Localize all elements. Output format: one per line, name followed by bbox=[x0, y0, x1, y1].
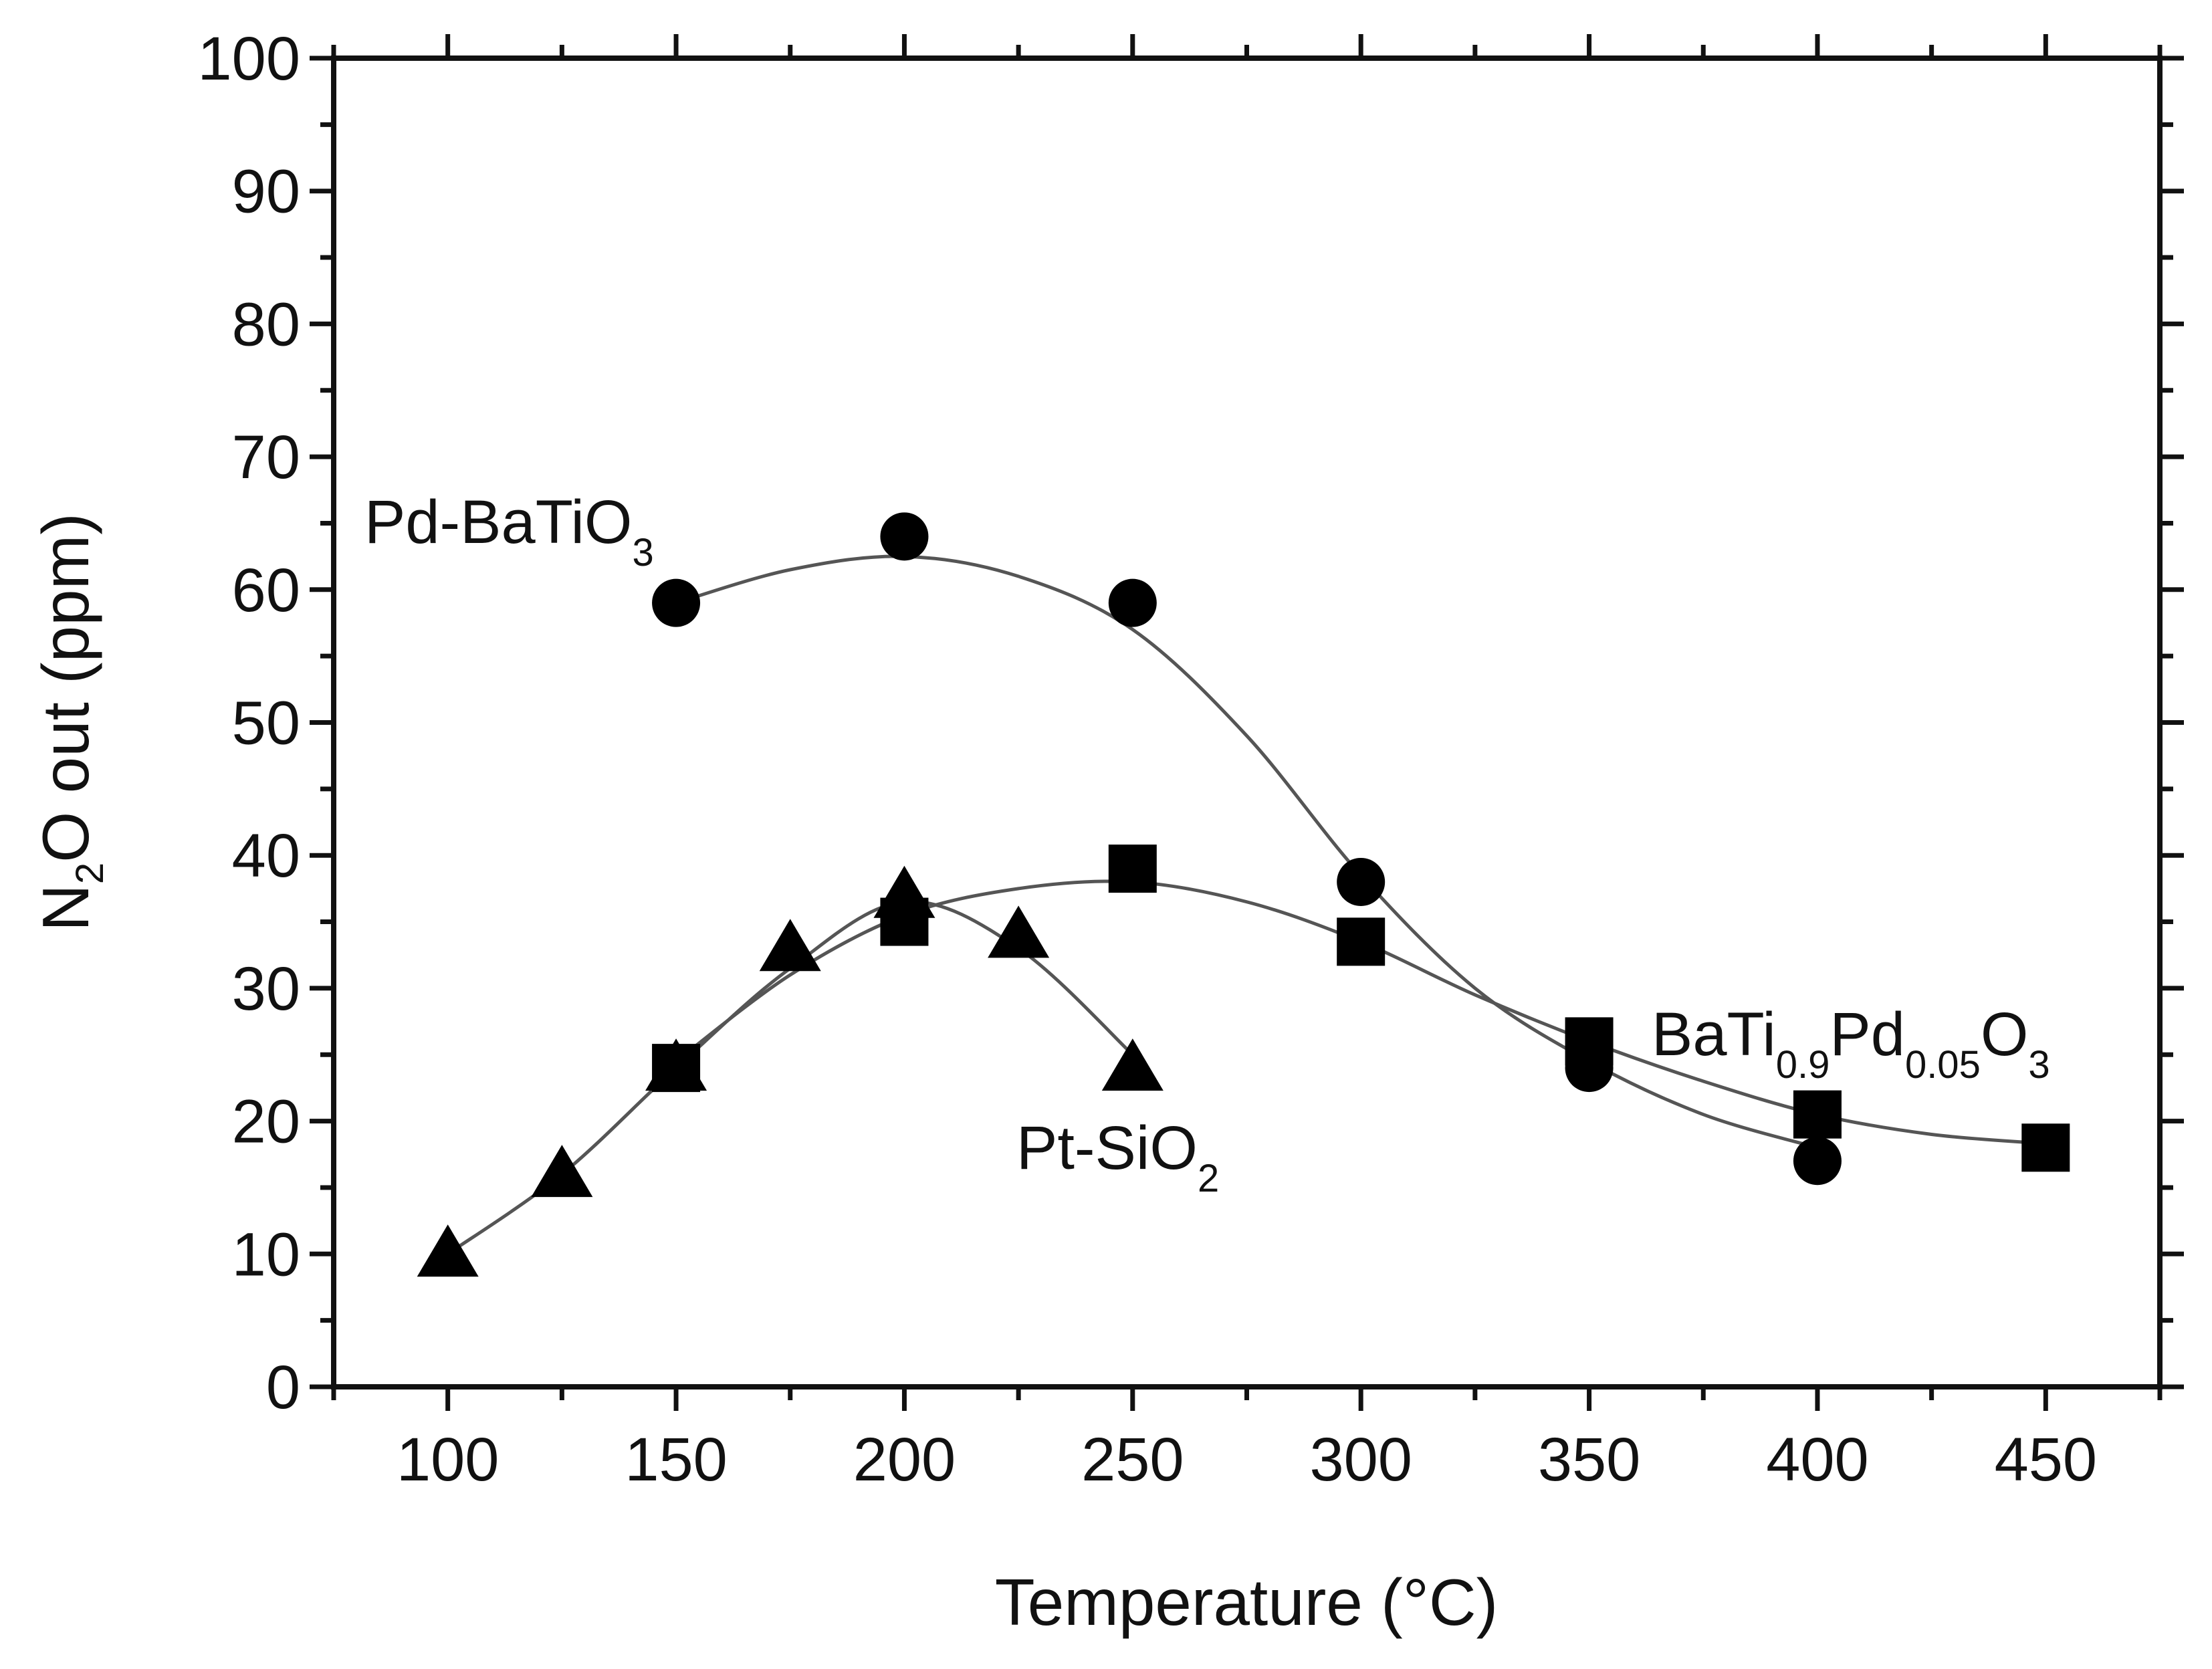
batipdo3-point bbox=[652, 1044, 701, 1093]
x-axis-title: Temperature (°C) bbox=[995, 1565, 1499, 1639]
y-tick-label: 70 bbox=[232, 423, 300, 491]
y-tick-label: 40 bbox=[232, 822, 300, 890]
series-label-batipdo3: BaTi0.9Pd0.05O3 bbox=[1652, 1000, 2050, 1087]
pd-batio3-point bbox=[880, 512, 929, 561]
batipdo3-point bbox=[1108, 845, 1157, 893]
batipdo3-point bbox=[1565, 1017, 1614, 1066]
pt-sio2-point bbox=[988, 905, 1050, 958]
y-tick-label: 90 bbox=[232, 158, 300, 226]
x-tick-label: 400 bbox=[1766, 1426, 1869, 1494]
series-label-pd-batio3: Pd-BaTiO3 bbox=[364, 488, 654, 574]
x-tick-label: 450 bbox=[1995, 1426, 2098, 1494]
y-tick-label: 20 bbox=[232, 1088, 300, 1156]
pd-batio3-point bbox=[1108, 578, 1157, 627]
series-label-pt-sio2: Pt-SiO2 bbox=[1016, 1114, 1219, 1200]
tick-labels: 100 150 200 250 300 350 400 450 0 10 20 30 40 50 60 70 8… bbox=[198, 25, 2098, 1494]
x-tick-label: 100 bbox=[397, 1426, 500, 1494]
pt-sio2-point bbox=[531, 1145, 593, 1198]
pt-sio2-point bbox=[759, 919, 821, 972]
pt-sio2-point bbox=[1101, 1038, 1164, 1091]
x-tick-label: 150 bbox=[625, 1426, 728, 1494]
plot-frame bbox=[331, 55, 2163, 1389]
fit-curve-pd-batio3 bbox=[675, 554, 1818, 1149]
y-tick-label: 30 bbox=[232, 955, 300, 1023]
x-tick-label: 200 bbox=[853, 1426, 956, 1494]
y-tick-label: 50 bbox=[232, 689, 300, 758]
x-tick-label: 250 bbox=[1081, 1426, 1184, 1494]
batipdo3-point bbox=[1337, 917, 1386, 966]
batipdo3-point bbox=[2021, 1123, 2070, 1172]
pt-sio2-point bbox=[417, 1224, 479, 1277]
axis-ticks bbox=[310, 34, 2184, 1411]
y-tick-label: 0 bbox=[266, 1353, 300, 1422]
pd-batio3-point bbox=[1793, 1137, 1842, 1186]
y-tick-label: 80 bbox=[232, 290, 300, 358]
y-tick-label: 100 bbox=[198, 25, 301, 93]
pd-batio3-point bbox=[652, 578, 701, 627]
pd-batio3-point bbox=[1337, 857, 1386, 906]
y-tick-label: 60 bbox=[232, 556, 300, 625]
batipdo3-point bbox=[880, 897, 929, 946]
x-tick-label: 300 bbox=[1309, 1426, 1412, 1494]
data-markers bbox=[417, 512, 2070, 1277]
x-tick-label: 350 bbox=[1538, 1426, 1641, 1494]
y-tick-label: 10 bbox=[232, 1220, 300, 1289]
batipdo3-point bbox=[1793, 1090, 1842, 1139]
y-axis-title: N2O out (ppm) bbox=[29, 513, 112, 931]
